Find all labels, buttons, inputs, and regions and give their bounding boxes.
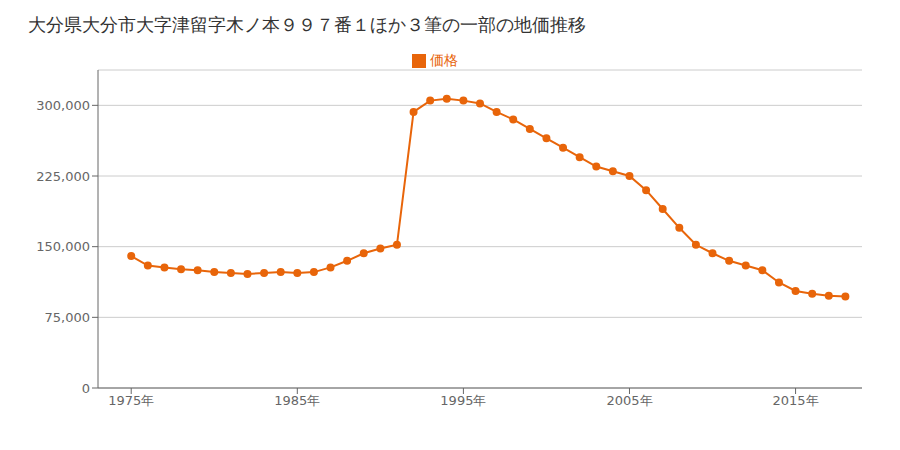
svg-text:300,000: 300,000 [36, 98, 90, 113]
svg-text:150,000: 150,000 [36, 239, 90, 254]
svg-text:1975年: 1975年 [108, 393, 154, 408]
svg-text:0: 0 [82, 381, 90, 396]
svg-text:75,000: 75,000 [45, 310, 91, 325]
html-text:大分県大分市大字津留字木ノ本９９７番１ほか３筆の一部の地価推: 大分県大分市大字津留字木ノ本９９７番１ほか３筆の一部の地価推移 [28, 14, 586, 35]
svg-text:2005年: 2005年 [606, 393, 652, 408]
svg-text:1995年: 1995年 [440, 393, 486, 408]
html-text:価格: 価格 [430, 52, 458, 68]
svg-text:2015年: 2015年 [773, 393, 819, 408]
svg-text:225,000: 225,000 [36, 169, 90, 184]
svg-text:1985年: 1985年 [274, 393, 320, 408]
